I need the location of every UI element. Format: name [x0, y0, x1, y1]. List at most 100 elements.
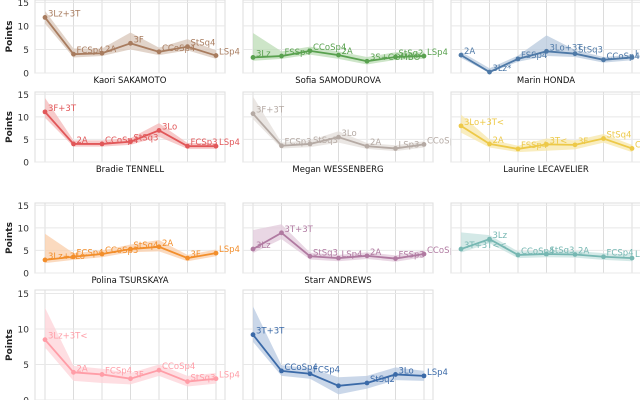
- data-point: [393, 372, 398, 377]
- data-point: [185, 44, 190, 50]
- data-point: [336, 134, 341, 140]
- data-point: [336, 383, 341, 389]
- facet-panel-5: 3F+3T FCSp3 StSq3 3Lo 2A LSp3 CCoSp4 Megan WESS…: [242, 91, 460, 175]
- y-tick-label: 10: [18, 326, 30, 336]
- data-point: [185, 379, 190, 384]
- point-label: 2A: [105, 45, 116, 55]
- data-point: [213, 376, 219, 382]
- data-point: [421, 251, 427, 257]
- data-point: [364, 58, 370, 64]
- y-axis-label: Points: [5, 222, 15, 254]
- point-label: StSq3: [313, 248, 338, 258]
- y-tick-label: 15: [18, 91, 29, 101]
- point-label: 2A: [77, 364, 88, 374]
- confidence-band: [45, 97, 216, 149]
- data-point: [629, 146, 635, 151]
- data-point: [307, 141, 313, 147]
- panel-title: Laurine LECAVELIER: [503, 165, 589, 175]
- data-point: [515, 56, 521, 62]
- point-label: FCSp4: [313, 366, 340, 376]
- point-label: 3Lo: [342, 129, 357, 139]
- data-point: [99, 372, 105, 377]
- data-point: [307, 48, 313, 54]
- point-label: 2A: [162, 239, 173, 249]
- data-point: [364, 143, 370, 149]
- point-label: 3Lo: [399, 366, 414, 376]
- point-label: FCSp3: [285, 138, 312, 148]
- point-label: FSSp4: [521, 141, 547, 151]
- panel-title: Megan WESSENBERG: [292, 165, 383, 175]
- data-point: [71, 369, 76, 375]
- point-label: 3Lz: [256, 49, 271, 59]
- point-label: 3F+3T: [256, 106, 285, 116]
- point-label: StSq3: [550, 246, 575, 256]
- point-label: StSq4: [134, 241, 159, 251]
- facet-panel-8: 3Lz 3T+3T StSq3 LSp4 2A FSSp3 CCoSp4 Starr ANDR…: [242, 202, 460, 286]
- point-label: StSq3: [578, 46, 603, 56]
- facet-panel-1: 0 5 10 15 Points 3Lz+3T FCSp4 2A 3F CCoSp4StSq4LS…: [5, 0, 240, 86]
- data-point: [250, 111, 256, 117]
- point-label: LSp4: [219, 48, 240, 58]
- point-label: 2A: [370, 248, 381, 258]
- confidence-band: [461, 232, 632, 262]
- point-label: 3Lz*: [493, 64, 512, 74]
- confidence-band: [461, 35, 632, 73]
- data-point: [458, 123, 464, 129]
- point-label: 3F+3T: [48, 104, 77, 114]
- point-label: 2A: [77, 136, 88, 146]
- y-axis-label: Points: [5, 21, 15, 53]
- data-point: [458, 52, 464, 58]
- y-tick-label: 0: [23, 70, 29, 80]
- data-point: [364, 380, 370, 386]
- point-label: LSp4: [427, 48, 448, 58]
- point-label: CCoSp4: [313, 43, 346, 53]
- data-point: [250, 55, 256, 60]
- data-point: [42, 109, 48, 115]
- data-point: [307, 371, 313, 377]
- confidence-band: [45, 10, 216, 59]
- data-point: [156, 127, 162, 133]
- y-tick-label: 5: [23, 136, 29, 146]
- y-tick-label: 5: [23, 247, 29, 257]
- data-point: [185, 255, 190, 261]
- data-point: [629, 55, 635, 60]
- point-label: 3F: [578, 137, 588, 147]
- point-label: StSq3: [134, 134, 159, 144]
- panel-title: Kaori SAKAMOTO: [94, 76, 167, 86]
- y-tick-label: 5: [23, 46, 29, 56]
- point-label: FSSp3: [399, 251, 425, 261]
- facet-panel-2: 3LzFSSp4CCoSp42A3S+COMBOStSq2LSp4Sofia S…: [242, 0, 448, 86]
- point-label: 3Lz+3Lo: [48, 252, 85, 262]
- point-label: LSp4: [219, 245, 240, 255]
- point-label: 3F: [134, 371, 144, 381]
- data-point: [393, 54, 398, 60]
- data-point: [515, 252, 521, 258]
- point-label: 3Lz: [256, 241, 271, 251]
- data-point: [336, 255, 341, 261]
- data-point: [307, 253, 313, 259]
- point-label: CCoSp4: [427, 246, 460, 256]
- data-point: [128, 139, 133, 145]
- point-label: 3Lz+3T<: [48, 332, 87, 342]
- point-label: FCSp4: [607, 249, 634, 259]
- data-point: [601, 254, 606, 260]
- point-label: 3Lo: [162, 122, 177, 132]
- data-point: [250, 246, 256, 252]
- y-tick-label: 15: [18, 290, 29, 300]
- y-axis-label: Points: [5, 329, 15, 361]
- data-point: [42, 257, 48, 263]
- panel-title: Bradie TENNELL: [96, 165, 165, 175]
- data-point: [544, 48, 549, 54]
- point-label: CCoSp4: [427, 136, 460, 146]
- point-label: FCSp4: [105, 366, 132, 376]
- data-point: [487, 236, 492, 242]
- point-label: StSq2: [399, 49, 424, 59]
- data-point: [601, 136, 606, 141]
- point-label: StSq3: [313, 136, 338, 146]
- data-point: [213, 53, 219, 58]
- data-point: [250, 332, 256, 338]
